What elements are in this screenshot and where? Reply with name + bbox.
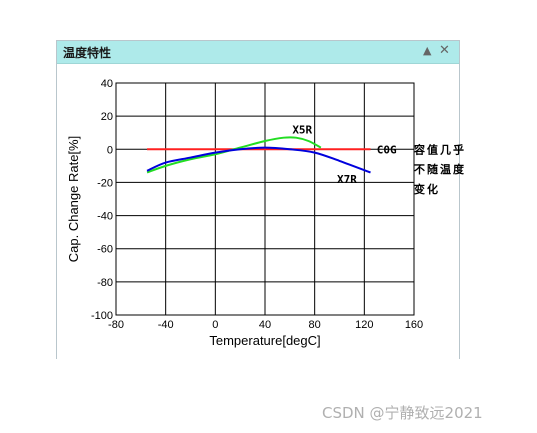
series-layer — [146, 136, 371, 174]
grid-layer — [115, 82, 415, 316]
plot-frame — [115, 82, 415, 316]
annotation-label: 不随温度 — [414, 162, 466, 176]
y-tick-label: -40 — [97, 211, 113, 223]
panel-title: 温度特性 — [63, 46, 112, 60]
y-tick-label: 0 — [107, 144, 113, 156]
x-axis-label: Temperature[degC] — [209, 333, 320, 348]
x-tick-label: -40 — [158, 319, 174, 331]
watermark: CSDN @宁静致远2021 — [322, 404, 483, 422]
temperature-characteristics-panel: 温度特性 ▲ ✕ — [56, 40, 460, 359]
x-tick-label: 80 — [309, 319, 321, 331]
annotation-label: 容值几乎 — [413, 142, 466, 156]
panel-titlebar: 温度特性 ▲ ✕ — [57, 41, 459, 64]
y-tick-label: 40 — [101, 78, 113, 90]
y-tick-label: -20 — [97, 177, 113, 189]
y-axis-label: Cap. Change Rate[%] — [66, 136, 81, 262]
y-tick-label: -60 — [97, 244, 113, 256]
series-line-x7r — [146, 146, 371, 174]
x-tick-label: -80 — [108, 319, 124, 331]
series-line-x5r — [146, 136, 322, 174]
annotation-label: X5R — [292, 123, 312, 136]
triangle-up-icon[interactable]: ▲ — [423, 44, 432, 57]
annotation-label: 变化 — [414, 182, 440, 196]
x-tick-label: 160 — [405, 319, 423, 331]
annotation-label: X7R — [337, 173, 357, 186]
x-tick-label: 0 — [212, 319, 218, 331]
close-icon[interactable]: ✕ — [439, 43, 450, 58]
x-tick-label: 40 — [259, 319, 271, 331]
y-tick-label: -80 — [97, 277, 113, 289]
annotation-label: C0G — [377, 143, 397, 156]
y-tick-label: 20 — [101, 111, 113, 123]
y-tick-label: -100 — [91, 310, 113, 322]
x-tick-label: 120 — [355, 319, 373, 331]
